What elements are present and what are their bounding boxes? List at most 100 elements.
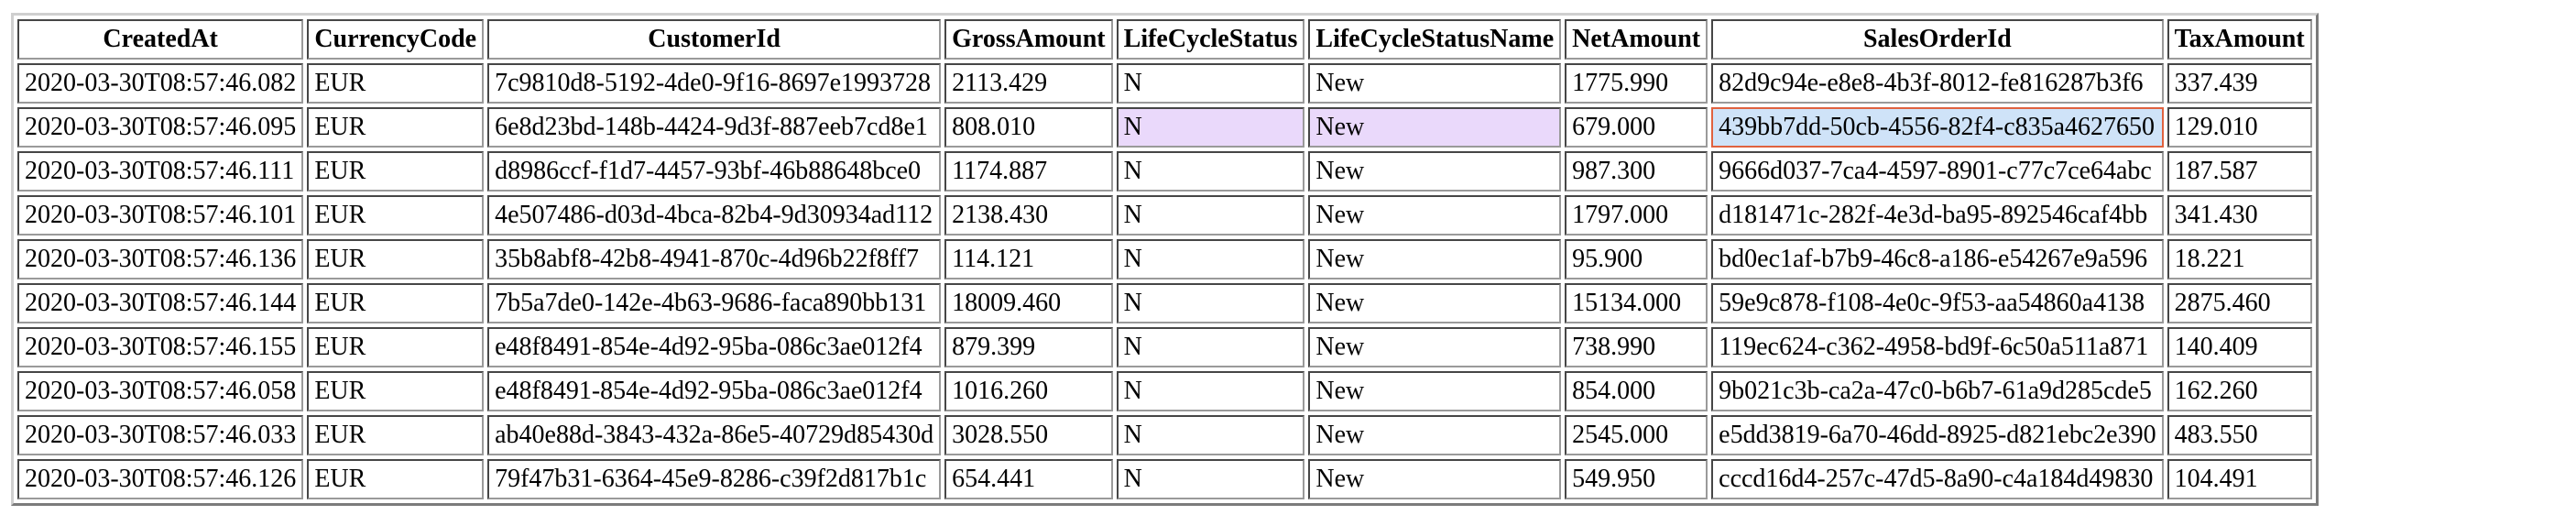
- cell-lifecyclestatus[interactable]: N: [1116, 459, 1305, 499]
- cell-taxamount[interactable]: 18.221: [2167, 239, 2312, 279]
- cell-grossamount[interactable]: 3028.550: [944, 415, 1113, 455]
- cell-createdat[interactable]: 2020-03-30T08:57:46.101: [17, 195, 304, 236]
- cell-createdat[interactable]: 2020-03-30T08:57:46.136: [17, 239, 304, 279]
- cell-grossamount[interactable]: 654.441: [944, 459, 1113, 499]
- cell-customerid[interactable]: 7b5a7de0-142e-4b63-9686-faca890bb131: [487, 283, 942, 323]
- cell-netamount[interactable]: 1797.000: [1565, 195, 1708, 236]
- cell-currencycode[interactable]: EUR: [307, 239, 485, 279]
- cell-netamount[interactable]: 549.950: [1565, 459, 1708, 499]
- cell-lifecyclestatusname[interactable]: New: [1308, 63, 1562, 104]
- cell-customerid[interactable]: 35b8abf8-42b8-4941-870c-4d96b22f8ff7: [487, 239, 942, 279]
- cell-netamount[interactable]: 1775.990: [1565, 63, 1708, 104]
- cell-taxamount[interactable]: 104.491: [2167, 459, 2312, 499]
- cell-currencycode[interactable]: EUR: [307, 415, 485, 455]
- cell-lifecyclestatus[interactable]: N: [1116, 195, 1305, 236]
- cell-taxamount[interactable]: 187.587: [2167, 151, 2312, 192]
- cell-customerid[interactable]: 4e507486-d03d-4bca-82b4-9d30934ad112: [487, 195, 942, 236]
- column-header-salesorderid[interactable]: SalesOrderId: [1711, 19, 2164, 60]
- cell-createdat[interactable]: 2020-03-30T08:57:46.111: [17, 151, 304, 192]
- cell-salesorderid[interactable]: e5dd3819-6a70-46dd-8925-d821ebc2e390: [1711, 415, 2164, 455]
- cell-netamount[interactable]: 854.000: [1565, 371, 1708, 411]
- cell-grossamount[interactable]: 1174.887: [944, 151, 1113, 192]
- cell-netamount[interactable]: 95.900: [1565, 239, 1708, 279]
- cell-currencycode[interactable]: EUR: [307, 63, 485, 104]
- cell-currencycode[interactable]: EUR: [307, 107, 485, 148]
- cell-netamount[interactable]: 679.000: [1565, 107, 1708, 148]
- cell-taxamount[interactable]: 2875.460: [2167, 283, 2312, 323]
- column-header-lifecyclestatusname[interactable]: LifeCycleStatusName: [1308, 19, 1562, 60]
- column-header-currencycode[interactable]: CurrencyCode: [307, 19, 485, 60]
- table-row[interactable]: 2020-03-30T08:57:46.111 EUR d8986ccf-f1d7-…: [17, 151, 2312, 192]
- cell-netamount[interactable]: 987.300: [1565, 151, 1708, 192]
- cell-customerid[interactable]: 79f47b31-6364-45e9-8286-c39f2d817b1c: [487, 459, 942, 499]
- table-row[interactable]: 2020-03-30T08:57:46.126 EUR 79f47b31-6364-…: [17, 459, 2312, 499]
- cell-lifecyclestatus[interactable]: N: [1116, 107, 1305, 148]
- cell-currencycode[interactable]: EUR: [307, 459, 485, 499]
- cell-lifecyclestatus[interactable]: N: [1116, 327, 1305, 367]
- cell-netamount[interactable]: 2545.000: [1565, 415, 1708, 455]
- cell-createdat[interactable]: 2020-03-30T08:57:46.033: [17, 415, 304, 455]
- cell-currencycode[interactable]: EUR: [307, 371, 485, 411]
- cell-customerid[interactable]: 6e8d23bd-148b-4424-9d3f-887eeb7cd8e1: [487, 107, 942, 148]
- cell-salesorderid[interactable]: 9b021c3b-ca2a-47c0-b6b7-61a9d285cde5: [1711, 371, 2164, 411]
- column-header-lifecyclestatus[interactable]: LifeCycleStatus: [1116, 19, 1305, 60]
- table-row[interactable]: 2020-03-30T08:57:46.058 EUR e48f8491-854e-…: [17, 371, 2312, 411]
- cell-currencycode[interactable]: EUR: [307, 151, 485, 192]
- cell-lifecyclestatusname[interactable]: New: [1308, 195, 1562, 236]
- cell-taxamount[interactable]: 129.010: [2167, 107, 2312, 148]
- cell-salesorderid[interactable]: cccd16d4-257c-47d5-8a90-c4a184d49830: [1711, 459, 2164, 499]
- active-cell-salesorderid[interactable]: 439bb7dd-50cb-4556-82f4-c835a4627650: [1711, 107, 2164, 148]
- cell-grossamount[interactable]: 2113.429: [944, 63, 1113, 104]
- cell-lifecyclestatusname[interactable]: New: [1308, 283, 1562, 323]
- cell-customerid[interactable]: ab40e88d-3843-432a-86e5-40729d85430d: [487, 415, 942, 455]
- cell-lifecyclestatusname[interactable]: New: [1308, 415, 1562, 455]
- cell-customerid[interactable]: 7c9810d8-5192-4de0-9f16-8697e1993728: [487, 63, 942, 104]
- cell-createdat[interactable]: 2020-03-30T08:57:46.155: [17, 327, 304, 367]
- cell-createdat[interactable]: 2020-03-30T08:57:46.126: [17, 459, 304, 499]
- cell-currencycode[interactable]: EUR: [307, 327, 485, 367]
- cell-lifecyclestatusname[interactable]: New: [1308, 459, 1562, 499]
- cell-customerid[interactable]: d8986ccf-f1d7-4457-93bf-46b88648bce0: [487, 151, 942, 192]
- cell-currencycode[interactable]: EUR: [307, 283, 485, 323]
- cell-salesorderid[interactable]: 9666d037-7ca4-4597-8901-c77c7ce64abc: [1711, 151, 2164, 192]
- table-row[interactable]: 2020-03-30T08:57:46.136 EUR 35b8abf8-42b8-…: [17, 239, 2312, 279]
- table-row[interactable]: 2020-03-30T08:57:46.155 EUR e48f8491-854e-…: [17, 327, 2312, 367]
- cell-customerid[interactable]: e48f8491-854e-4d92-95ba-086c3ae012f4: [487, 327, 942, 367]
- cell-lifecyclestatusname[interactable]: New: [1308, 327, 1562, 367]
- cell-taxamount[interactable]: 140.409: [2167, 327, 2312, 367]
- cell-taxamount[interactable]: 162.260: [2167, 371, 2312, 411]
- cell-salesorderid[interactable]: 59e9c878-f108-4e0c-9f53-aa54860a4138: [1711, 283, 2164, 323]
- cell-grossamount[interactable]: 114.121: [944, 239, 1113, 279]
- column-header-taxamount[interactable]: TaxAmount: [2167, 19, 2312, 60]
- column-header-customerid[interactable]: CustomerId: [487, 19, 942, 60]
- cell-lifecyclestatusname[interactable]: New: [1308, 107, 1562, 148]
- table-row[interactable]: 2020-03-30T08:57:46.101 EUR 4e507486-d03d-…: [17, 195, 2312, 236]
- cell-taxamount[interactable]: 341.430: [2167, 195, 2312, 236]
- cell-lifecyclestatus[interactable]: N: [1116, 151, 1305, 192]
- table-row[interactable]: 2020-03-30T08:57:46.033 EUR ab40e88d-3843-…: [17, 415, 2312, 455]
- cell-createdat[interactable]: 2020-03-30T08:57:46.058: [17, 371, 304, 411]
- cell-salesorderid[interactable]: bd0ec1af-b7b9-46c8-a186-e54267e9a596: [1711, 239, 2164, 279]
- cell-customerid[interactable]: e48f8491-854e-4d92-95ba-086c3ae012f4: [487, 371, 942, 411]
- cell-grossamount[interactable]: 2138.430: [944, 195, 1113, 236]
- cell-salesorderid[interactable]: 82d9c94e-e8e8-4b3f-8012-fe816287b3f6: [1711, 63, 2164, 104]
- cell-createdat[interactable]: 2020-03-30T08:57:46.082: [17, 63, 304, 104]
- cell-grossamount[interactable]: 808.010: [944, 107, 1113, 148]
- table-row[interactable]: 2020-03-30T08:57:46.082 EUR 7c9810d8-5192-…: [17, 63, 2312, 104]
- cell-taxamount[interactable]: 483.550: [2167, 415, 2312, 455]
- cell-salesorderid[interactable]: d181471c-282f-4e3d-ba95-892546caf4bb: [1711, 195, 2164, 236]
- cell-lifecyclestatusname[interactable]: New: [1308, 371, 1562, 411]
- column-header-netamount[interactable]: NetAmount: [1565, 19, 1708, 60]
- cell-lifecyclestatus[interactable]: N: [1116, 415, 1305, 455]
- cell-lifecyclestatus[interactable]: N: [1116, 283, 1305, 323]
- cell-taxamount[interactable]: 337.439: [2167, 63, 2312, 104]
- column-header-createdat[interactable]: CreatedAt: [17, 19, 304, 60]
- cell-lifecyclestatusname[interactable]: New: [1308, 151, 1562, 192]
- cell-netamount[interactable]: 738.990: [1565, 327, 1708, 367]
- cell-grossamount[interactable]: 879.399: [944, 327, 1113, 367]
- cell-lifecyclestatus[interactable]: N: [1116, 63, 1305, 104]
- cell-netamount[interactable]: 15134.000: [1565, 283, 1708, 323]
- cell-createdat[interactable]: 2020-03-30T08:57:46.144: [17, 283, 304, 323]
- cell-salesorderid[interactable]: 119ec624-c362-4958-bd9f-6c50a511a871: [1711, 327, 2164, 367]
- column-header-grossamount[interactable]: GrossAmount: [944, 19, 1113, 60]
